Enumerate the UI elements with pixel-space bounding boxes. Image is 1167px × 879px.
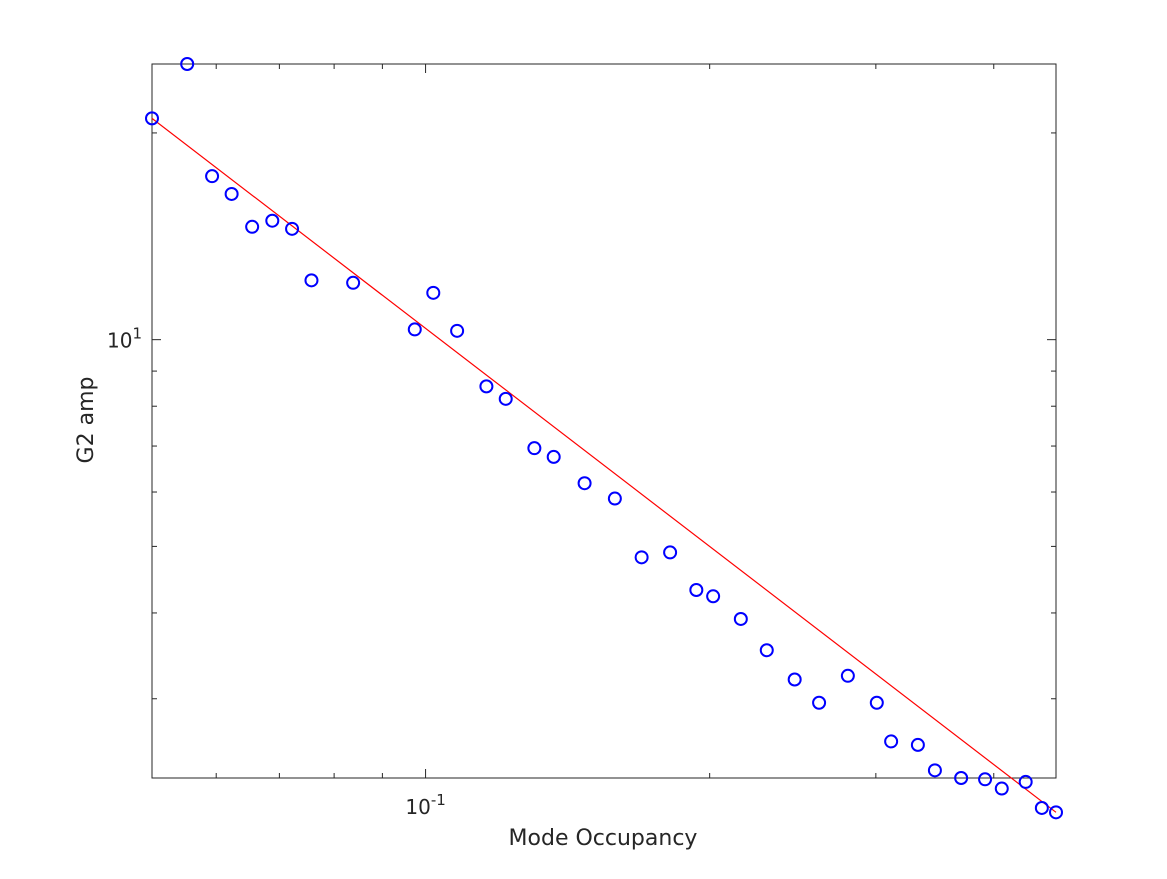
circle-point (498, 391, 513, 406)
circle-point (527, 441, 542, 456)
circle-point (840, 668, 855, 683)
circle-point (607, 491, 622, 506)
circle-point (479, 379, 494, 394)
x-tick-label: 10-1 (405, 791, 445, 819)
circle-point (245, 219, 260, 234)
circle-point (265, 213, 280, 228)
fit-line (151, 117, 1057, 813)
circle-point (450, 323, 465, 338)
circle-point (910, 737, 925, 752)
circle-point (812, 695, 827, 710)
circle-point (304, 273, 319, 288)
circle-point (634, 550, 649, 565)
plot-area: 10-1 101 (107, 57, 1063, 820)
circle-point (426, 285, 441, 300)
circle-point (927, 763, 942, 778)
circle-point (180, 57, 195, 71)
circle-point (224, 186, 239, 201)
circle-point (759, 643, 774, 658)
circle-point (1018, 774, 1033, 789)
circle-point (954, 771, 969, 785)
circle-point (1034, 800, 1049, 815)
circle-point (205, 169, 220, 184)
y-axis-label: G2 amp (74, 377, 99, 464)
circle-point (733, 611, 748, 626)
circle-point (663, 545, 678, 560)
circle-point (689, 582, 704, 597)
circle-point (285, 221, 300, 236)
circle-point (884, 734, 899, 749)
circle-point (577, 476, 592, 491)
circle-point (1049, 805, 1063, 820)
axes-box (151, 63, 1057, 779)
circle-point (407, 322, 422, 337)
circle-point (869, 695, 884, 710)
circle-point (706, 589, 721, 604)
circle-point (994, 781, 1009, 796)
x-axis-label: Mode Occupancy (509, 826, 698, 851)
circle-point (546, 449, 561, 464)
y-tick-label: 101 (107, 325, 142, 353)
circle-point (346, 275, 361, 290)
circle-point (787, 672, 802, 687)
circle-point (978, 772, 993, 787)
circle-point (145, 111, 159, 126)
